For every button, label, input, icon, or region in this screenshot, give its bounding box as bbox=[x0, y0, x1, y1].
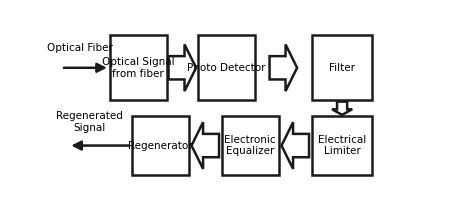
Polygon shape bbox=[270, 44, 297, 91]
Text: Optical Signal
from fiber: Optical Signal from fiber bbox=[102, 57, 174, 79]
FancyBboxPatch shape bbox=[222, 116, 279, 175]
FancyBboxPatch shape bbox=[132, 116, 189, 175]
Text: Regenerated
Signal: Regenerated Signal bbox=[56, 112, 123, 133]
Polygon shape bbox=[282, 122, 309, 169]
Polygon shape bbox=[169, 44, 196, 91]
FancyBboxPatch shape bbox=[110, 35, 167, 100]
Text: Electrical
Limiter: Electrical Limiter bbox=[318, 135, 366, 156]
Polygon shape bbox=[191, 122, 219, 169]
FancyBboxPatch shape bbox=[312, 116, 373, 175]
Text: Photo Detector: Photo Detector bbox=[187, 63, 265, 73]
FancyBboxPatch shape bbox=[198, 35, 255, 100]
Text: Filter: Filter bbox=[329, 63, 355, 73]
Text: Regenerator: Regenerator bbox=[128, 141, 192, 150]
Text: Electronic
Equalizer: Electronic Equalizer bbox=[225, 135, 276, 156]
FancyBboxPatch shape bbox=[312, 35, 373, 100]
Text: Optical Fiber: Optical Fiber bbox=[46, 43, 112, 53]
Polygon shape bbox=[332, 102, 352, 115]
